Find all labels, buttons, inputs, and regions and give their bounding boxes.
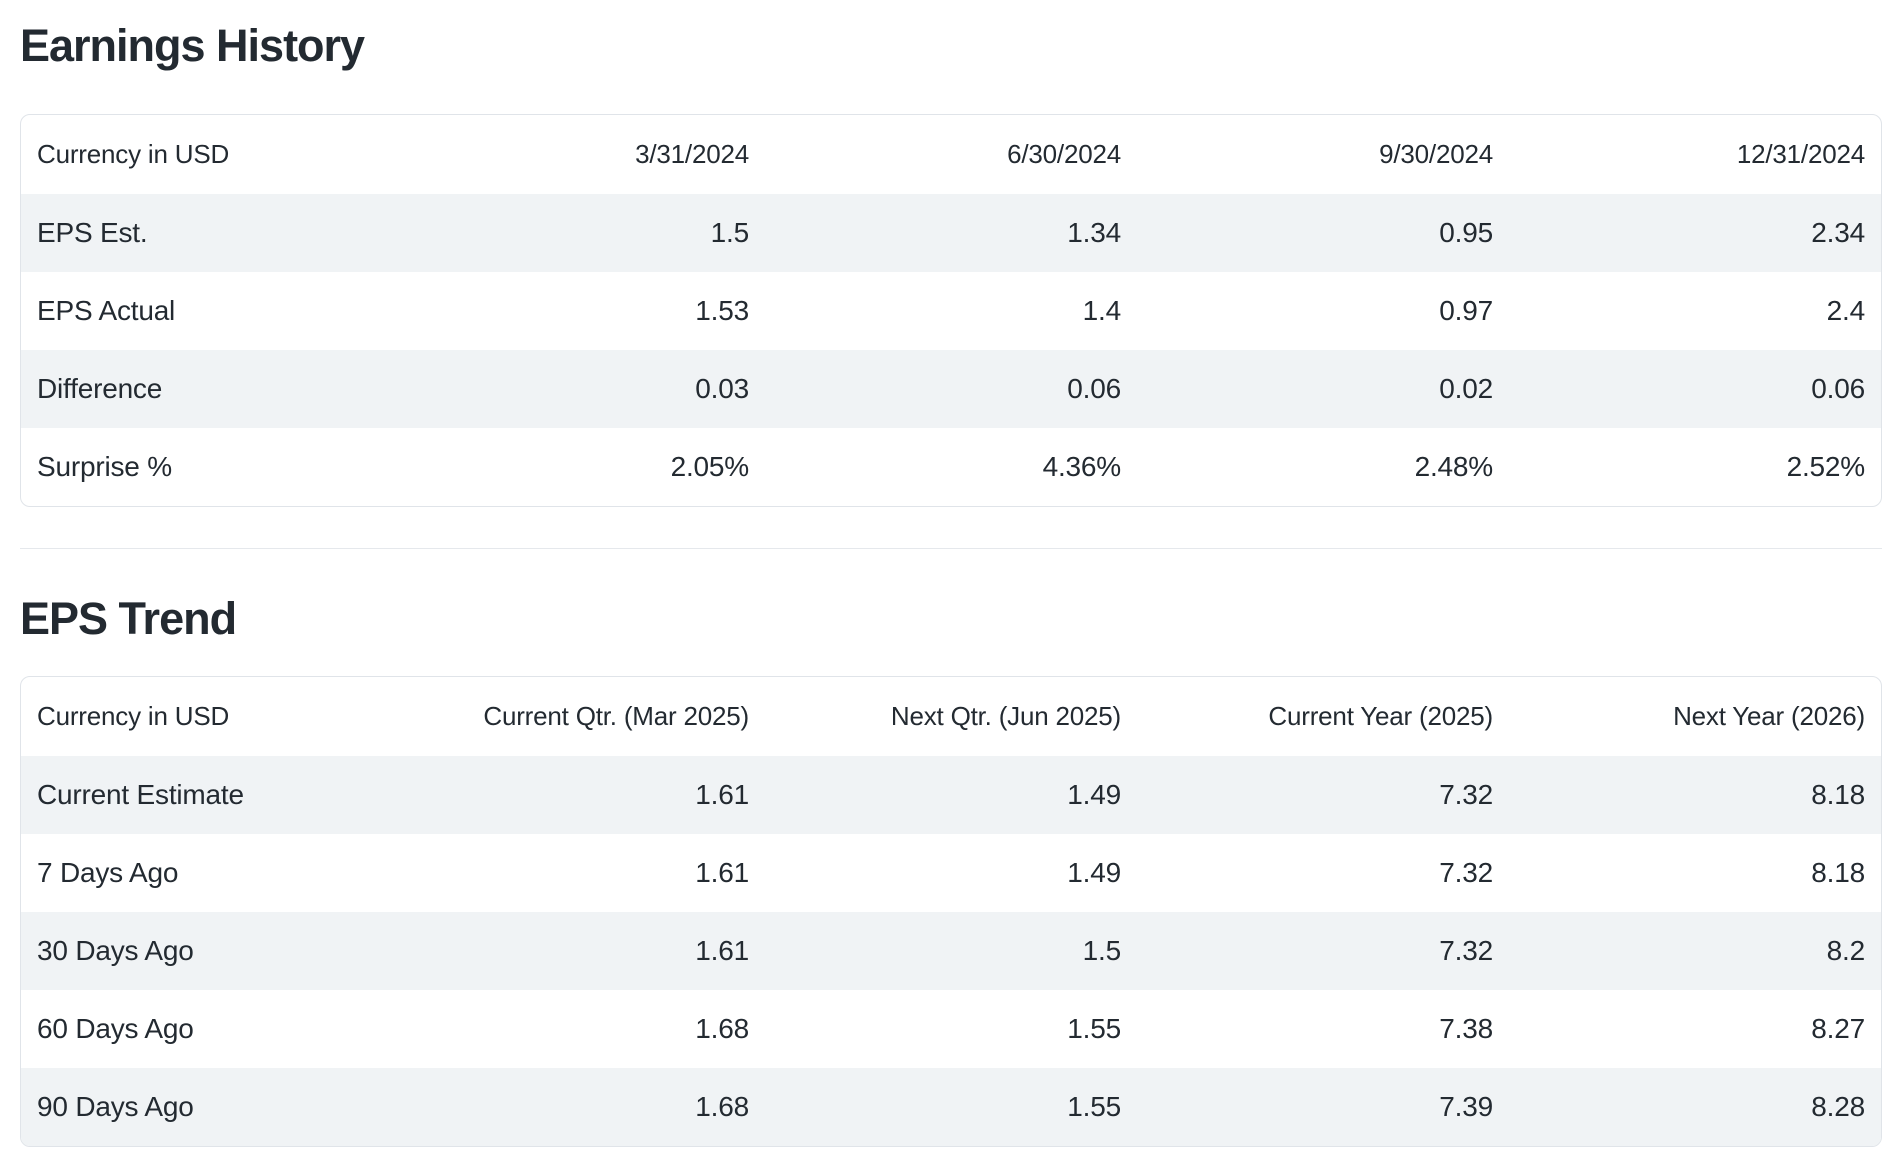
row-label-cell: 30 Days Ago <box>37 935 194 966</box>
value-cell: 0.06 <box>1811 373 1865 404</box>
table-row: 60 Days Ago 1.68 1.55 7.38 8.27 <box>21 990 1881 1068</box>
value-cell: 2.48% <box>1414 451 1494 482</box>
value-cell: 8.28 <box>1811 1091 1865 1122</box>
period-column-header: Next Year (2026) <box>1673 701 1865 731</box>
value-cell: 8.18 <box>1811 857 1865 888</box>
currency-header-cell: Currency in USD <box>37 139 230 169</box>
section-divider <box>20 548 1882 549</box>
value-cell: 2.05% <box>670 451 750 482</box>
value-cell: 1.61 <box>695 779 749 810</box>
table-row: EPS Actual 1.53 1.4 0.97 2.4 <box>21 272 1881 350</box>
value-cell: 8.27 <box>1811 1013 1865 1044</box>
period-column-header: Current Year (2025) <box>1268 701 1493 731</box>
row-label-cell: EPS Actual <box>37 295 176 326</box>
table-header: Currency in USD 3/31/2024 6/30/2024 9/30/20… <box>21 115 1881 194</box>
value-cell: 1.49 <box>1067 779 1121 810</box>
table-row: 90 Days Ago 1.68 1.55 7.39 8.28 <box>21 1068 1881 1146</box>
period-column-header: 9/30/2024 <box>1379 139 1493 169</box>
row-label-cell: Difference <box>37 373 163 404</box>
earnings-section: EPS Trend Currency in USD Current Qtr. (M… <box>20 593 1882 1147</box>
value-cell: 1.55 <box>1067 1091 1121 1122</box>
row-label-cell: 90 Days Ago <box>37 1091 194 1122</box>
period-column-header: 6/30/2024 <box>1007 139 1121 169</box>
value-cell: 1.4 <box>1082 295 1122 326</box>
value-cell: 1.5 <box>1082 935 1122 966</box>
data-table: Currency in USD Current Qtr. (Mar 2025) Ne… <box>21 677 1881 1146</box>
earnings-section: Earnings History Currency in USD 3/31/202… <box>20 20 1882 507</box>
table-body: Current Estimate 1.61 1.49 7.32 8.18 7 Days A… <box>21 756 1881 1146</box>
row-label-cell: Surprise % <box>37 451 172 482</box>
section-title: Earnings History <box>20 20 365 71</box>
value-cell: 1.53 <box>695 295 749 326</box>
value-cell: 7.32 <box>1439 935 1493 966</box>
value-cell: 8.2 <box>1826 935 1866 966</box>
table-row: Difference 0.03 0.06 0.02 0.06 <box>21 350 1881 428</box>
value-cell: 0.97 <box>1439 295 1493 326</box>
data-table: Currency in USD 3/31/2024 6/30/2024 9/30/20… <box>21 115 1881 506</box>
value-cell: 1.61 <box>695 935 749 966</box>
period-column-header: Current Qtr. (Mar 2025) <box>483 701 749 731</box>
value-cell: 8.18 <box>1811 779 1865 810</box>
row-label-cell: EPS Est. <box>37 217 148 248</box>
period-column-header: 3/31/2024 <box>635 139 749 169</box>
value-cell: 1.61 <box>695 857 749 888</box>
value-cell: 7.39 <box>1439 1091 1493 1122</box>
table-row: 30 Days Ago 1.61 1.5 7.32 8.2 <box>21 912 1881 990</box>
table-header: Currency in USD Current Qtr. (Mar 2025) Ne… <box>21 677 1881 756</box>
period-column-header: 12/31/2024 <box>1736 139 1865 169</box>
value-cell: 2.4 <box>1826 295 1866 326</box>
value-cell: 0.06 <box>1067 373 1121 404</box>
table-header-row: Currency in USD Current Qtr. (Mar 2025) Ne… <box>21 677 1881 756</box>
analysis-page: Earnings History Currency in USD 3/31/202… <box>20 20 1882 1147</box>
data-table-card: Currency in USD 3/31/2024 6/30/2024 9/30/20… <box>20 114 1882 507</box>
value-cell: 1.68 <box>695 1013 749 1044</box>
value-cell: 4.36% <box>1042 451 1122 482</box>
table-row: Current Estimate 1.61 1.49 7.32 8.18 <box>21 756 1881 834</box>
row-label-cell: 60 Days Ago <box>37 1013 194 1044</box>
table-row: 7 Days Ago 1.61 1.49 7.32 8.18 <box>21 834 1881 912</box>
table-header-row: Currency in USD 3/31/2024 6/30/2024 9/30/20… <box>21 115 1881 194</box>
value-cell: 0.02 <box>1439 373 1493 404</box>
value-cell: 1.34 <box>1067 217 1121 248</box>
row-label-cell: Current Estimate <box>37 779 244 810</box>
value-cell: 1.55 <box>1067 1013 1121 1044</box>
data-table-card: Currency in USD Current Qtr. (Mar 2025) Ne… <box>20 676 1882 1147</box>
section-title: EPS Trend <box>20 593 237 644</box>
table-row: EPS Est. 1.5 1.34 0.95 2.34 <box>21 194 1881 272</box>
value-cell: 7.38 <box>1439 1013 1493 1044</box>
value-cell: 2.52% <box>1786 451 1866 482</box>
value-cell: 7.32 <box>1439 779 1493 810</box>
value-cell: 1.5 <box>710 217 750 248</box>
period-column-header: Next Qtr. (Jun 2025) <box>890 701 1121 731</box>
value-cell: 0.03 <box>695 373 749 404</box>
row-label-cell: 7 Days Ago <box>37 857 179 888</box>
value-cell: 1.68 <box>695 1091 749 1122</box>
value-cell: 7.32 <box>1439 857 1493 888</box>
currency-header-cell: Currency in USD <box>37 701 230 731</box>
value-cell: 0.95 <box>1439 217 1493 248</box>
value-cell: 2.34 <box>1811 217 1865 248</box>
value-cell: 1.49 <box>1067 857 1121 888</box>
table-row: Surprise % 2.05% 4.36% 2.48% 2.52% <box>21 428 1881 506</box>
table-body: EPS Est. 1.5 1.34 0.95 2.34 EPS Actual 1.53 1.4… <box>21 194 1881 506</box>
